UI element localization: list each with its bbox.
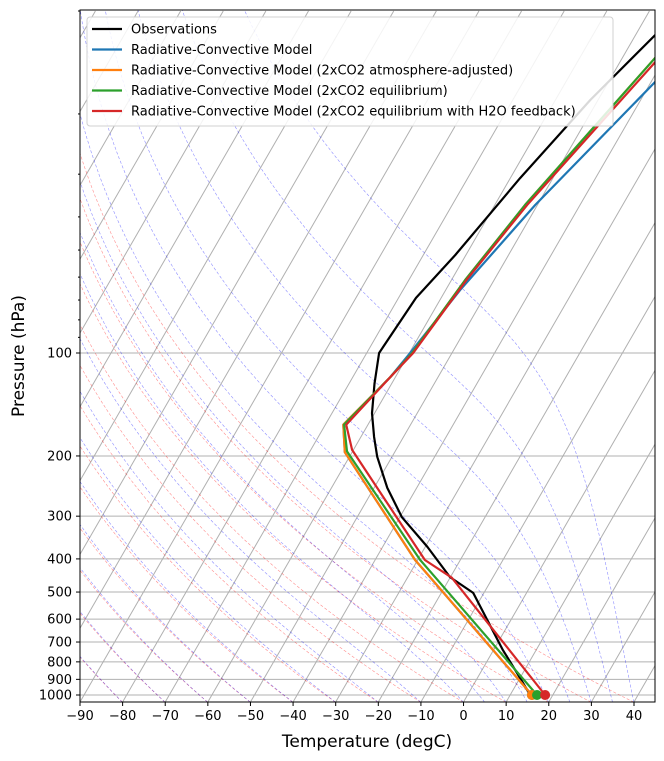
x-tick-label: −20 — [365, 709, 392, 724]
dry-adiabat-line — [80, 241, 549, 702]
y-tick-label: 300 — [47, 510, 72, 525]
x-tick-label: −30 — [322, 709, 349, 724]
x-tick-label: 0 — [459, 709, 467, 724]
x-tick-label: −40 — [279, 709, 306, 724]
isotherm-line — [505, 443, 655, 702]
series-line-4 — [345, 60, 655, 696]
y-tick-label: 100 — [47, 347, 72, 362]
x-tick-label: 30 — [583, 709, 600, 724]
x-tick-label: −60 — [194, 709, 221, 724]
x-axis-label: Temperature (degC) — [281, 732, 452, 752]
legend-label: Radiative-Convective Model (2xCO2 equili… — [131, 105, 576, 120]
surface-marker-3 — [532, 690, 543, 700]
moist-adiabat-line — [80, 112, 528, 702]
legend-label: Radiative-Convective Model (2xCO2 equili… — [131, 84, 448, 99]
y-tick-label: 1000 — [39, 689, 72, 704]
x-tick-label: −90 — [66, 709, 93, 724]
series-line-0 — [370, 33, 655, 696]
isotherm-line — [292, 74, 655, 702]
y-tick-label: 700 — [47, 636, 72, 651]
y-tick-label: 400 — [47, 552, 72, 567]
moist-adiabat-line — [80, 524, 251, 702]
legend-label: Radiative-Convective Model — [131, 43, 312, 58]
y-tick-label: 800 — [47, 655, 72, 670]
y-tick-label: 900 — [47, 673, 72, 688]
x-tick-label: −80 — [109, 709, 136, 724]
moist-adiabat-line — [80, 231, 485, 702]
y-tick-label: 600 — [47, 613, 72, 628]
dry-adiabat-line — [80, 445, 336, 702]
dry-adiabat-line — [80, 197, 592, 702]
x-tick-label: −10 — [407, 709, 434, 724]
x-tick-label: −50 — [237, 709, 264, 724]
dry-adiabat-line — [80, 152, 635, 702]
axis-ticks: −90 −80 −70 −60 −50 −40 −30 −20 −10 0 10 20 30 40 100 2… — [39, 10, 643, 724]
surface-marker-4 — [540, 690, 551, 700]
isotherm-line — [420, 295, 655, 702]
moist-adiabat-line — [80, 567, 208, 702]
isotherm-line — [462, 369, 655, 702]
x-tick-label: 10 — [498, 709, 515, 724]
dry-adiabat-line — [80, 364, 421, 702]
x-tick-label: −70 — [152, 709, 179, 724]
legend: Observations Radiative-Convective Model Ra… — [86, 16, 614, 127]
legend-label: Radiative-Convective Model (2xCO2 atmosp… — [131, 64, 513, 79]
isotherm-line — [335, 147, 655, 702]
legend-label: Observations — [131, 23, 217, 38]
moist-adiabat-line — [80, 390, 379, 702]
isotherm-line — [548, 517, 655, 702]
series-lines — [342, 33, 655, 700]
plot-frame — [79, 9, 656, 703]
y-axis-label: Pressure (hPa) — [9, 295, 29, 417]
x-tick-label: 20 — [540, 709, 557, 724]
moist-adiabat-line — [80, 180, 507, 702]
y-tick-label: 500 — [47, 586, 72, 601]
dry-adiabat-line — [80, 486, 294, 702]
legend-box — [86, 16, 614, 127]
moist-adiabat-line — [80, 338, 422, 702]
x-tick-label: 40 — [626, 709, 643, 724]
dry-adiabat-line — [80, 324, 464, 702]
dry-adiabat-line — [80, 283, 507, 702]
y-tick-label: 200 — [47, 449, 72, 464]
